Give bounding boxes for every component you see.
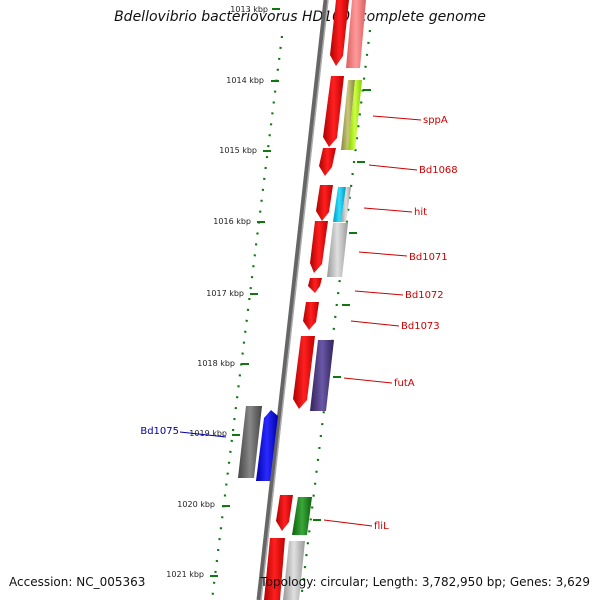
- tick-label: 1018 kbp: [197, 359, 235, 368]
- gene-feature[interactable]: [341, 187, 351, 222]
- gene-cds[interactable]: [310, 221, 328, 273]
- tick-guide-left: [210, 35, 284, 600]
- tick-label: 1017 kbp: [206, 289, 244, 298]
- map-title: Bdellovibrio bacteriovorus HD100, comple…: [114, 9, 486, 25]
- gene-cds[interactable]: [264, 538, 285, 600]
- gene-label-bd1073[interactable]: Bd1073: [401, 321, 440, 332]
- gene-feature[interactable]: [238, 406, 262, 478]
- gene-label-futa[interactable]: futA: [394, 378, 415, 389]
- gene-feature[interactable]: [256, 410, 278, 481]
- gene-label-sppa[interactable]: sppA: [423, 115, 448, 126]
- gene-label-bd1068[interactable]: Bd1068: [419, 165, 458, 176]
- feature-blocks: [238, 0, 366, 600]
- gene-cds[interactable]: [323, 76, 344, 147]
- tick-label: 1019 kbp: [189, 429, 227, 438]
- gene-cds[interactable]: [303, 302, 319, 330]
- label-leaders: [179, 115, 422, 527]
- gene-label-hit[interactable]: hit: [414, 207, 427, 218]
- tick-label: 1014 kbp: [226, 76, 264, 85]
- gene-label-bd1072[interactable]: Bd1072: [405, 290, 444, 301]
- gene-feature[interactable]: [327, 223, 348, 277]
- genome-summary-text: Topology: circular; Length: 3,782,950 bp…: [260, 575, 590, 589]
- gene-cds[interactable]: [308, 278, 322, 293]
- gene-cds[interactable]: [319, 148, 336, 176]
- gene-feature[interactable]: [310, 340, 334, 411]
- kbp-ticks: 1013 kbp 1014 kbp 1015 kbp 1016 kbp 1017…: [166, 5, 371, 579]
- gene-feature[interactable]: [292, 497, 312, 535]
- gene-cds[interactable]: [276, 495, 293, 531]
- gene-label-bd1075[interactable]: Bd1075: [140, 426, 179, 437]
- gene-feature[interactable]: [341, 80, 355, 150]
- gene-label-bd1071[interactable]: Bd1071: [409, 252, 448, 263]
- gene-label-flil[interactable]: fliL: [374, 521, 389, 532]
- tick-label: 1016 kbp: [213, 217, 251, 226]
- gene-feature[interactable]: [333, 187, 346, 222]
- gene-cds[interactable]: [293, 336, 315, 409]
- genome-backbone: [256, 0, 329, 600]
- gene-cds[interactable]: [316, 185, 333, 221]
- tick-label: 1015 kbp: [219, 146, 257, 155]
- accession-text: Accession: NC_005363: [9, 575, 146, 589]
- gene-feature[interactable]: [283, 541, 305, 600]
- gene-feature[interactable]: [346, 0, 366, 68]
- genome-backbone-highlight: [260, 0, 329, 600]
- gene-labels: sppA Bd1068 hit Bd1071 Bd1072 Bd1073 fut…: [140, 115, 457, 532]
- gene-cds[interactable]: [330, 0, 349, 66]
- gene-feature[interactable]: [348, 80, 362, 150]
- tick-label: 1020 kbp: [177, 500, 215, 509]
- forward-strand-genes: [264, 0, 349, 600]
- tick-label: 1013 kbp: [230, 5, 268, 14]
- tick-label: 1021 kbp: [166, 570, 204, 579]
